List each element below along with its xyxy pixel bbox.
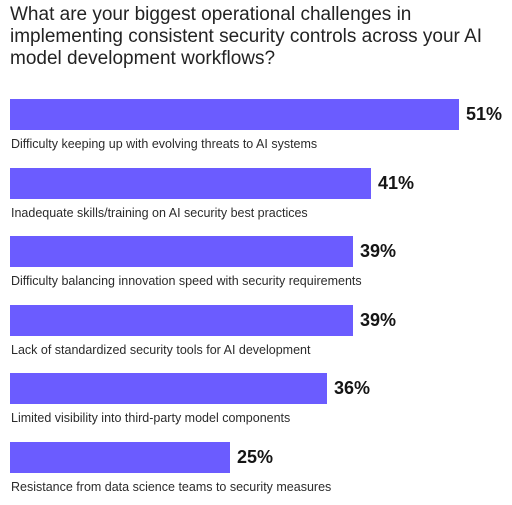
chart-title: What are your biggest operational challe… [10,4,483,69]
value-label-3: 39% [360,241,397,261]
value-label-6: 25% [237,447,274,467]
value-label-1: 51% [466,104,503,124]
value-label-4: 39% [360,310,397,330]
category-label-1: Difficulty keeping up with evolving thre… [11,137,318,151]
category-label-3: Difficulty balancing innovation speed wi… [11,274,362,288]
category-label-5: Limited visibility into third-party mode… [11,411,291,425]
category-label-4: Lack of standardized security tools for … [11,343,311,357]
bar-6 [10,442,230,473]
bar-5 [10,373,327,404]
value-label-5: 36% [334,378,371,398]
category-label-2: Inadequate skills/training on AI securit… [11,206,308,220]
bar-1 [10,99,459,130]
bar-2 [10,168,371,199]
value-label-2: 41% [378,173,415,193]
bar-3 [10,236,353,267]
category-label-6: Resistance from data science teams to se… [11,480,332,494]
bar-4 [10,305,353,336]
